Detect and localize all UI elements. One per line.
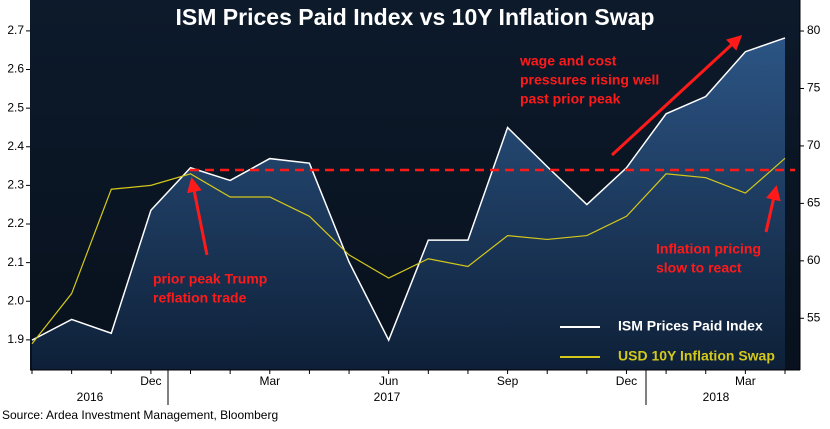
y2-tick-label: 60 <box>807 253 821 267</box>
chart-title: ISM Prices Paid Index vs 10Y Inflation S… <box>176 4 655 30</box>
y2-tick-label: 65 <box>807 196 821 210</box>
y-tick-label: 2.6 <box>7 62 24 76</box>
arrow <box>764 185 781 233</box>
annotation: slow to react <box>656 260 742 276</box>
annotation: past prior peak <box>520 91 621 107</box>
line <box>31 37 786 342</box>
y-tick-label: 2.2 <box>7 216 24 230</box>
annotation: prior peak Trump <box>153 271 267 287</box>
annotation: Inflation pricing <box>656 241 761 257</box>
x-group-label: 2018 <box>703 390 730 404</box>
y-tick-label: 2.1 <box>7 255 24 269</box>
legend-label: ISM Prices Paid Index <box>618 318 763 334</box>
arrow <box>186 177 209 256</box>
area <box>32 37 785 371</box>
x-group-label: 2017 <box>374 390 401 404</box>
x-tick-label: Dec <box>616 374 637 388</box>
y-tick-label: 2.3 <box>7 178 24 192</box>
source: Source: Ardea Investment Management, Blo… <box>2 408 278 422</box>
x-tick-label: Mar <box>259 374 280 388</box>
y-tick-label: 2.7 <box>7 23 24 37</box>
x-group-label: 2016 <box>77 390 104 404</box>
y2-tick-label: 55 <box>807 310 821 324</box>
y-tick-label: 1.9 <box>7 332 24 346</box>
annotation: reflation trade <box>153 290 247 306</box>
x-tick-label: Dec <box>140 374 161 388</box>
annotation: wage and cost <box>519 53 617 69</box>
line <box>31 157 786 345</box>
annotation: pressures rising well <box>520 72 659 88</box>
y-tick-label: 2.4 <box>7 139 24 153</box>
y-tick-label: 2.5 <box>7 100 24 114</box>
x-tick-label: Mar <box>735 374 756 388</box>
x-tick-label: Sep <box>497 374 519 388</box>
y2-tick-label: 80 <box>807 23 821 37</box>
y2-tick-label: 75 <box>807 81 821 95</box>
y2-tick-label: 70 <box>807 138 821 152</box>
y-tick-label: 2.0 <box>7 293 24 307</box>
x-tick-label: Jun <box>379 374 398 388</box>
arrow <box>610 34 743 157</box>
legend-label: USD 10Y Inflation Swap <box>618 348 775 364</box>
